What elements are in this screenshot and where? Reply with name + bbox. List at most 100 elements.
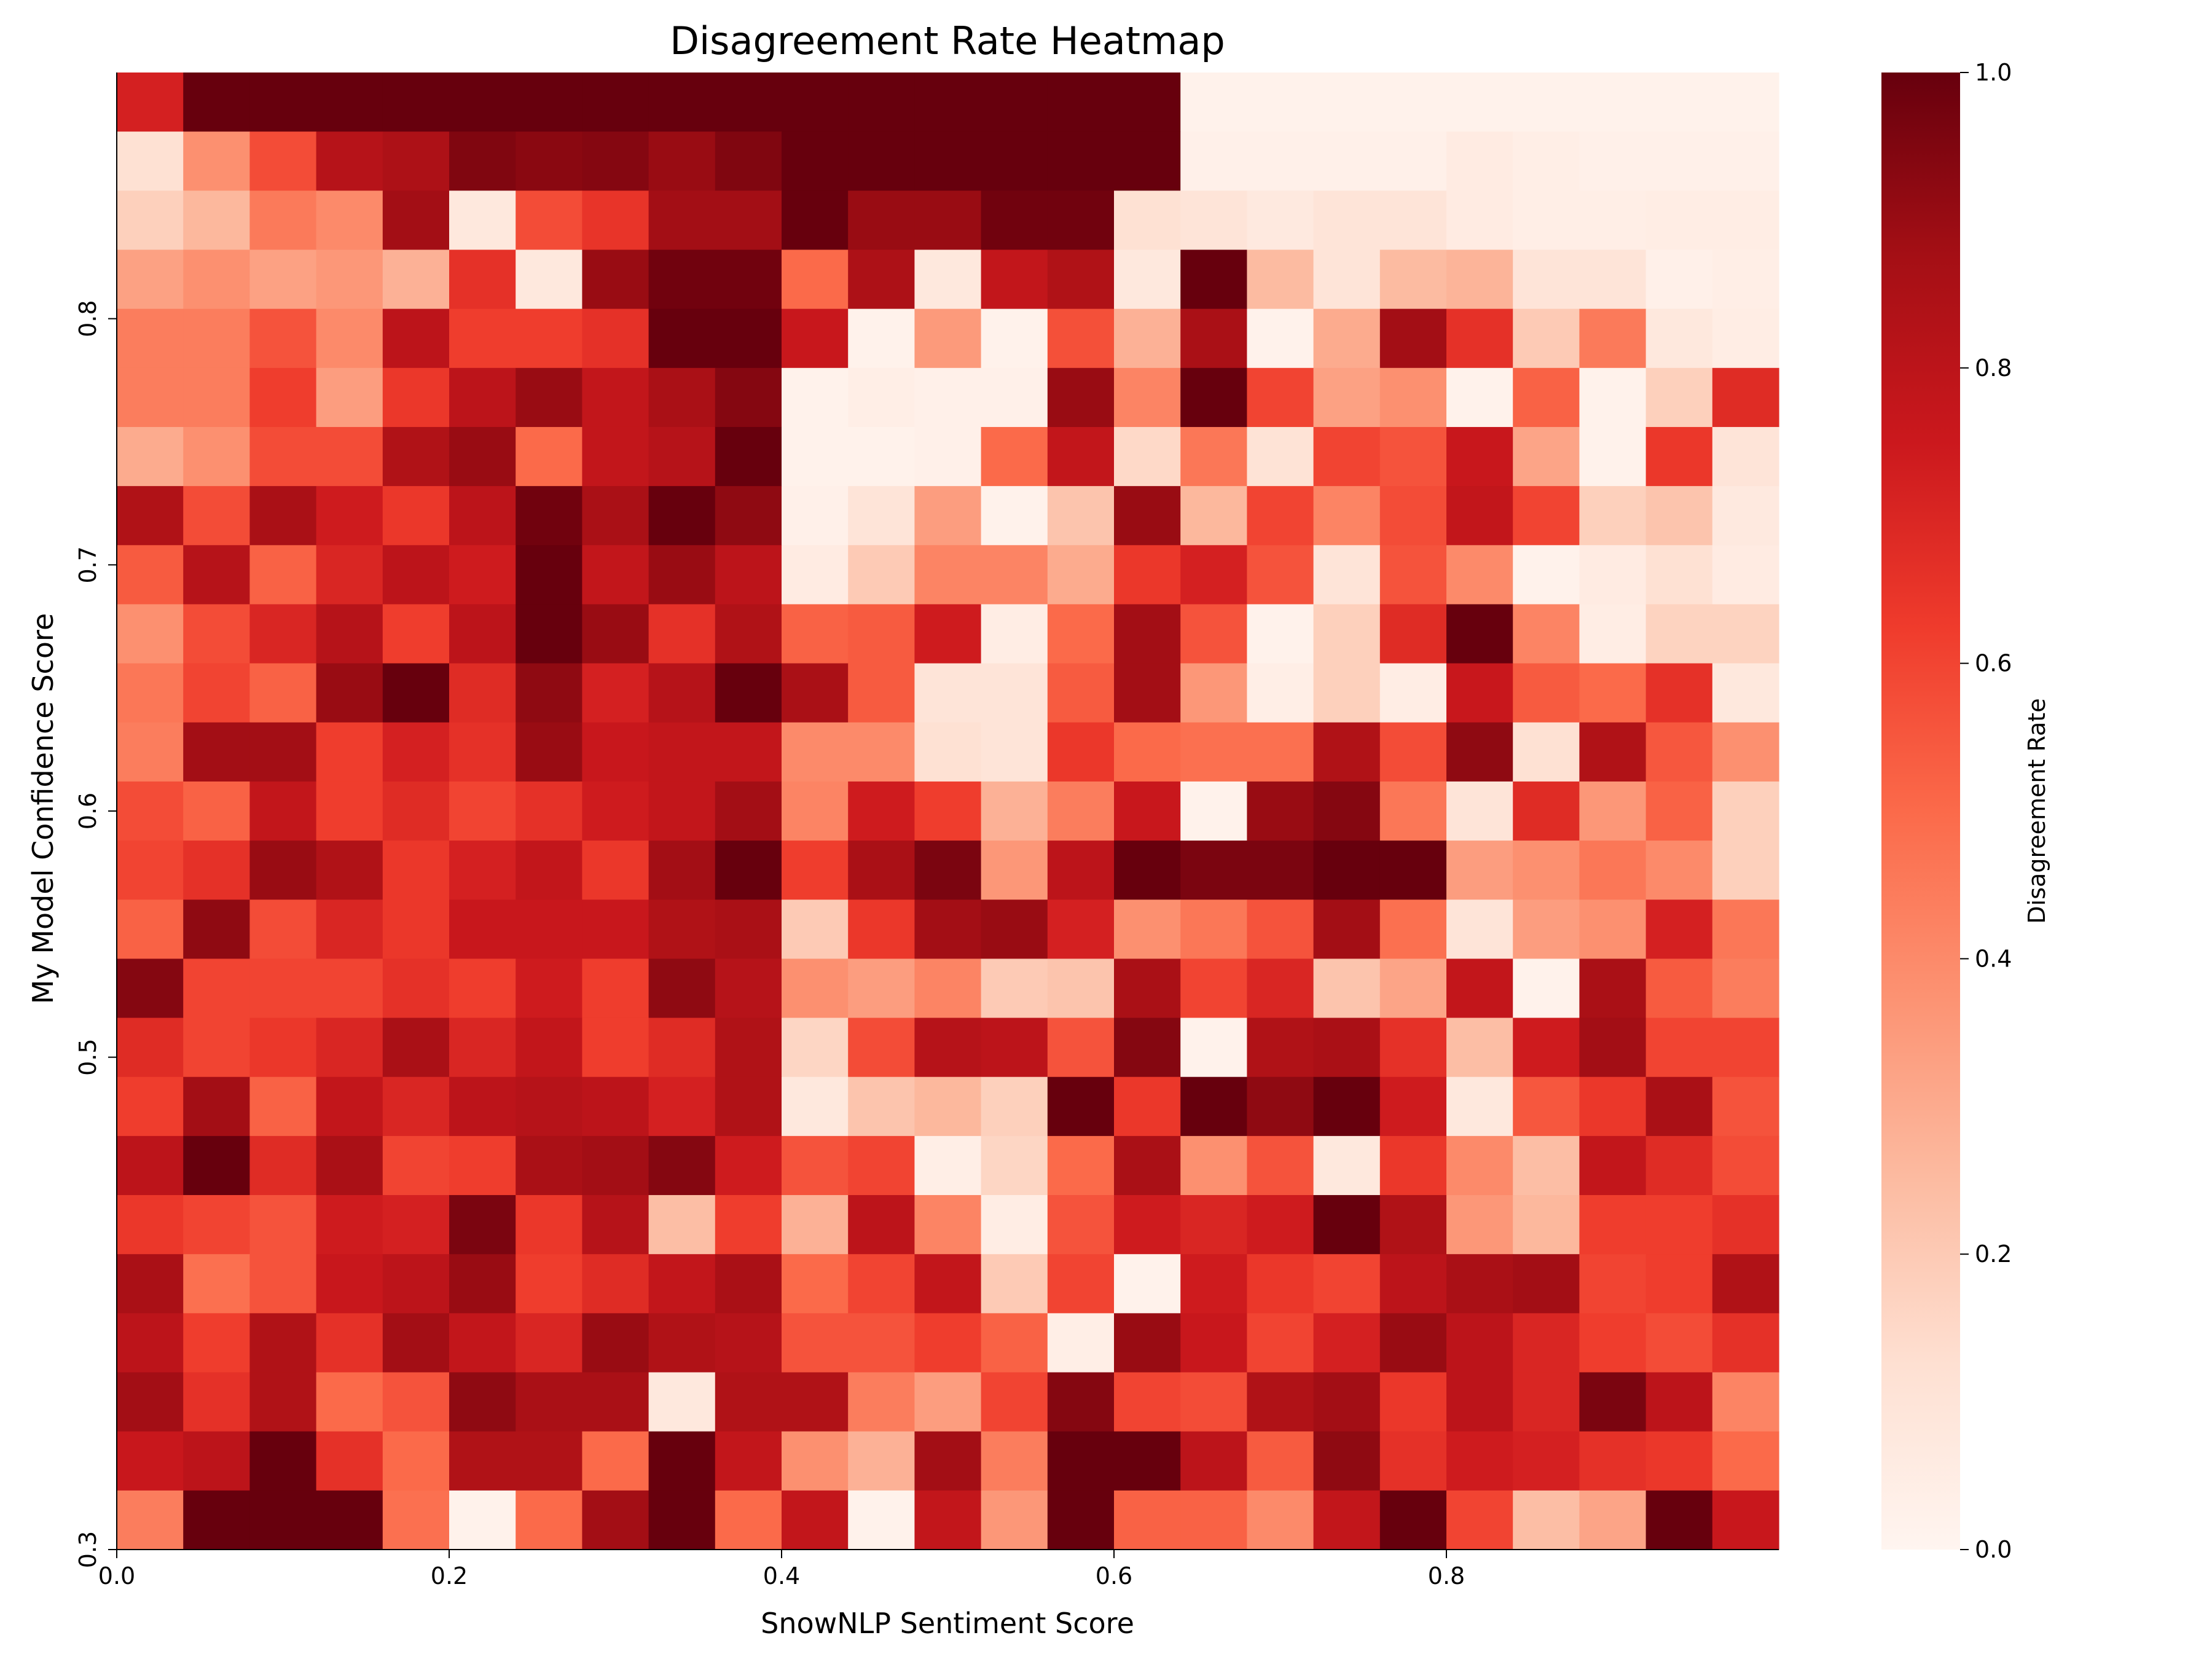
y-tick-label: 0.5 [74, 1038, 101, 1075]
heatmap-cell [1645, 722, 1713, 782]
heatmap-cell [1712, 841, 1779, 900]
heatmap-cell [316, 545, 383, 605]
heatmap-cell [1114, 841, 1181, 900]
heatmap-cell [449, 1313, 516, 1373]
heatmap-cell [249, 308, 317, 369]
heatmap-cell [183, 249, 250, 310]
heatmap-cell [914, 1195, 982, 1255]
heatmap-cell [516, 1195, 582, 1255]
heatmap-cell [1379, 1490, 1447, 1550]
heatmap-cell [782, 900, 849, 959]
heatmap-cell [516, 1431, 582, 1491]
heatmap-cell [1114, 1135, 1181, 1196]
heatmap-cell [1446, 1490, 1513, 1550]
heatmap-cell [1047, 841, 1115, 900]
heatmap-cell [1712, 73, 1779, 132]
heatmap-cell [449, 1372, 516, 1432]
heatmap-cell [914, 426, 982, 487]
heatmap-cell [1180, 722, 1247, 782]
heatmap-cell [1645, 545, 1713, 605]
heatmap-cell [1114, 604, 1181, 664]
heatmap-cell [1579, 663, 1647, 723]
heatmap-cell [449, 663, 516, 723]
heatmap-cell [183, 958, 250, 1019]
heatmap-cell [449, 604, 516, 664]
heatmap-cell [1579, 308, 1647, 369]
heatmap-cell [582, 73, 649, 132]
heatmap-cell [1047, 1254, 1115, 1314]
heatmap-cell [1379, 486, 1447, 546]
heatmap-cell [1047, 131, 1115, 191]
colorbar-tick-label: 0.4 [1975, 945, 2012, 972]
heatmap-cell [715, 190, 782, 251]
heatmap-cell [1313, 958, 1381, 1019]
heatmap-cell [516, 900, 582, 959]
heatmap-cell [648, 841, 716, 900]
heatmap-cell [1114, 722, 1181, 782]
heatmap-cell [1446, 1254, 1513, 1314]
heatmap-cell [382, 249, 450, 310]
heatmap-cell [782, 604, 849, 664]
heatmap-cell [249, 663, 317, 723]
heatmap-cell [249, 73, 317, 132]
heatmap-cell [1313, 841, 1381, 900]
heatmap-cell [1513, 781, 1580, 841]
heatmap-cell [183, 308, 250, 369]
heatmap-cell [449, 1195, 516, 1255]
y-tick-label: 0.8 [74, 300, 101, 337]
heatmap-cell [914, 958, 982, 1019]
heatmap-cell [1513, 722, 1580, 782]
heatmap-cell [1379, 604, 1447, 664]
heatmap-cell [1114, 73, 1181, 132]
heatmap-cell [516, 131, 582, 191]
heatmap-cell [183, 1313, 250, 1373]
heatmap-cell [1712, 486, 1779, 546]
heatmap-cell [715, 1017, 782, 1078]
heatmap-cell [183, 131, 250, 191]
heatmap-cell [848, 1431, 915, 1491]
heatmap-cell [1645, 486, 1713, 546]
heatmap-cell [1313, 1076, 1381, 1137]
heatmap-cell [648, 1431, 716, 1491]
heatmap-cell [648, 426, 716, 487]
heatmap-cell [1513, 308, 1580, 369]
heatmap-cell [1712, 190, 1779, 251]
heatmap-cell [1247, 1254, 1314, 1314]
heatmap-cell [1513, 1017, 1580, 1078]
colorbar-tick-label: 0.0 [1975, 1536, 2012, 1563]
heatmap-cell [582, 841, 649, 900]
heatmap-cell [848, 131, 915, 191]
heatmap-cell [715, 1135, 782, 1196]
heatmap-cell [1645, 367, 1713, 428]
heatmap-cell [1313, 131, 1381, 191]
heatmap-cell [582, 1431, 649, 1491]
heatmap-cell [981, 722, 1048, 782]
heatmap-cell [316, 367, 383, 428]
heatmap-cell [715, 1372, 782, 1432]
heatmap-cell [582, 367, 649, 428]
heatmap-cell [1313, 190, 1381, 251]
heatmap-cell [316, 1076, 383, 1137]
heatmap-cell [848, 1372, 915, 1432]
heatmap-cell [981, 1017, 1048, 1078]
heatmap-cell [382, 722, 450, 782]
heatmap-cell [648, 1254, 716, 1314]
heatmap-cell [316, 308, 383, 369]
heatmap-cell [382, 1195, 450, 1255]
heatmap-cell [316, 958, 383, 1019]
heatmap-cell [848, 722, 915, 782]
heatmap-cell [117, 308, 184, 369]
heatmap-cell [1180, 663, 1247, 723]
heatmap-cell [1379, 1076, 1447, 1137]
heatmap-cell [1645, 308, 1713, 369]
heatmap-cell [382, 1017, 450, 1078]
heatmap-cell [516, 1135, 582, 1196]
heatmap-cell [1047, 1372, 1115, 1432]
heatmap-cell [648, 1135, 716, 1196]
heatmap-cell [582, 1254, 649, 1314]
heatmap-cell [782, 722, 849, 782]
y-tick-label: 0.7 [74, 546, 101, 583]
heatmap-cell [183, 900, 250, 959]
heatmap-cell [1446, 1195, 1513, 1255]
heatmap-cell [516, 249, 582, 310]
